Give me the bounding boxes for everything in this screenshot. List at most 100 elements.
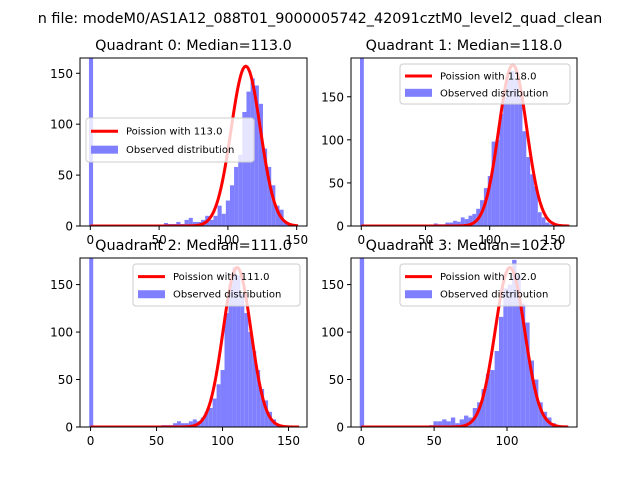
legend-entry-poisson: Poission with 118.0 xyxy=(440,72,536,83)
histogram-bar xyxy=(487,176,492,226)
legend: Poission with 113.0 Observed distribution xyxy=(85,117,255,163)
legend-entry-observed: Observed distribution xyxy=(440,290,548,301)
histogram-bar xyxy=(507,79,511,226)
histogram-bar xyxy=(220,370,225,427)
histogram-bar xyxy=(209,219,214,226)
histogram-bar xyxy=(495,139,500,226)
x-tick-label: 100 xyxy=(216,233,239,247)
legend-entry-observed: Observed distribution xyxy=(126,145,234,156)
histogram-bar-zero xyxy=(359,258,365,427)
chart-panel-1: Quadrant 1: Median=118.0 0 50 100 150 0 50 100 1… xyxy=(321,38,578,247)
y-tick-label: 100 xyxy=(50,118,73,132)
histogram-bar xyxy=(234,166,239,226)
x-tick-label: 0 xyxy=(87,434,95,448)
histogram-bar xyxy=(208,408,213,427)
histogram-bar xyxy=(512,259,517,427)
legend: Poission with 102.0 Observed distribution xyxy=(399,263,571,307)
histogram-bar xyxy=(442,419,447,427)
histogram-bar xyxy=(232,267,237,427)
histogram-bar xyxy=(173,423,178,427)
legend-entry-poisson: Poission with 102.0 xyxy=(440,272,536,283)
histogram-bar xyxy=(514,79,519,226)
histogram-bar xyxy=(192,221,197,226)
axes-frame xyxy=(79,257,308,428)
y-tick-label: 100 xyxy=(321,133,344,147)
chart-panel-0: Quadrant 0: Median=113.0 0 50 100 150 0 50 100 1… xyxy=(50,38,308,247)
histogram-bar xyxy=(445,222,450,226)
y-tick-label: 50 xyxy=(58,169,73,183)
histogram-bar xyxy=(221,213,226,226)
histogram-bar xyxy=(460,217,465,226)
poisson-curve xyxy=(90,265,300,427)
histogram-bar xyxy=(459,419,464,427)
panel-title: Quadrant 1: Median=118.0 xyxy=(366,38,563,54)
histogram-bar xyxy=(184,219,189,226)
y-tick-label: 0 xyxy=(65,220,73,234)
legend-entry-poisson: Poission with 111.0 xyxy=(173,272,269,283)
histogram-bar xyxy=(449,222,454,226)
legend: Poission with 118.0 Observed distribution xyxy=(399,63,571,105)
histogram-bar-zero xyxy=(359,58,364,226)
histogram-bar xyxy=(541,217,546,226)
histogram-bar xyxy=(503,288,508,427)
y-tick-label: 100 xyxy=(321,326,344,340)
histogram-bar xyxy=(213,215,218,226)
histogram-bar xyxy=(240,294,245,427)
y-tick-label: 100 xyxy=(50,326,73,340)
histogram-bar xyxy=(533,186,538,226)
axes-frame xyxy=(350,57,578,227)
legend: Poission with 111.0 Observed distribution xyxy=(132,263,301,307)
x-tick-label: 50 xyxy=(426,434,441,448)
histogram-bar xyxy=(212,398,217,427)
histogram-bar xyxy=(188,421,193,427)
histogram-bar xyxy=(163,222,169,226)
panel-title: Quadrant 0: Median=113.0 xyxy=(95,38,292,54)
chart-panel-2: Quadrant 2: Median=111.0 0 50 100 150 0 50 100 1… xyxy=(50,238,308,448)
histogram-bar xyxy=(200,417,205,427)
histogram-bar-zero xyxy=(89,258,94,427)
histogram-bar xyxy=(499,114,504,226)
histogram-bar xyxy=(275,205,280,226)
legend-entry-observed: Observed distribution xyxy=(440,88,548,99)
x-tick-label: 0 xyxy=(86,233,94,247)
histogram-bar xyxy=(256,370,261,427)
histogram-bar xyxy=(192,419,197,427)
histogram-bar xyxy=(494,351,499,427)
histogram-bar xyxy=(433,421,438,427)
histogram-bar xyxy=(464,415,469,427)
histogram-bar xyxy=(529,360,534,427)
legend-patch-swatch xyxy=(405,88,432,97)
histogram-bar xyxy=(228,284,233,427)
x-tick-label: 100 xyxy=(211,434,234,448)
histogram-bar xyxy=(468,215,473,226)
histogram-bar xyxy=(176,221,181,226)
histogram-bar xyxy=(464,219,469,226)
y-tick-label: 0 xyxy=(336,220,344,234)
legend-frame xyxy=(132,263,301,307)
histogram-bar xyxy=(503,96,508,226)
x-tick-label: 0 xyxy=(357,233,365,247)
histogram-bar xyxy=(498,316,504,427)
histogram-bar xyxy=(216,384,221,427)
histogram-bar xyxy=(516,275,521,427)
y-tick-label: 150 xyxy=(50,278,73,292)
histogram-bar xyxy=(481,389,486,427)
histogram-bar xyxy=(549,224,554,226)
legend-entry-observed: Observed distribution xyxy=(173,290,281,301)
histogram-bar xyxy=(507,284,513,427)
histogram-bar xyxy=(242,111,247,226)
legend-entry-poisson: Poission with 113.0 xyxy=(126,127,222,138)
x-tick-label: 50 xyxy=(418,233,433,247)
x-tick-label: 150 xyxy=(542,233,565,247)
histogram-bar xyxy=(244,313,249,427)
histogram-bar xyxy=(522,131,527,226)
histogram-bar xyxy=(533,379,539,427)
histogram-bar xyxy=(446,421,451,427)
histogram-bar xyxy=(264,400,269,427)
legend-patch-swatch xyxy=(91,145,118,154)
histogram-bar xyxy=(248,332,253,427)
histogram-bar xyxy=(184,423,189,427)
panel-title: Quadrant 3: Median=102.0 xyxy=(366,238,563,254)
histogram-bar xyxy=(455,423,460,427)
